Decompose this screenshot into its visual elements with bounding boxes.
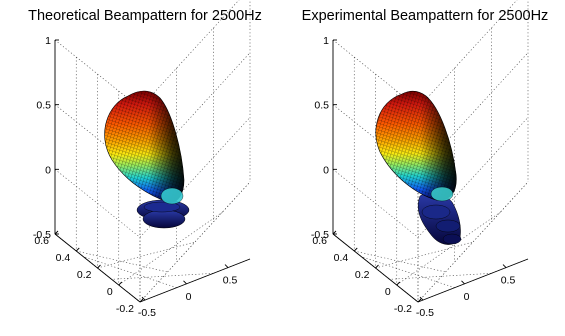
x-tick-label: 0 <box>464 291 470 303</box>
subplot-title: Theoretical Beampattern for 2500Hz <box>28 8 262 24</box>
y-tick-label: -0.2 <box>116 303 134 315</box>
y-tick-label: 0.6 <box>312 235 327 247</box>
side-lobe <box>421 204 451 220</box>
subplot-title: Experimental Beampattern for 2500Hz <box>302 8 549 24</box>
x-tick-label: -0.5 <box>416 307 434 319</box>
y-tick-label: 0.2 <box>355 269 370 281</box>
x-tick-label: 0.5 <box>223 275 238 287</box>
beam-surface <box>104 90 190 229</box>
beam-surface <box>375 90 462 245</box>
x-tick-label: 0 <box>186 291 192 303</box>
side-lobe <box>435 219 461 233</box>
z-tick-label: -0.5 <box>311 229 329 241</box>
z-tick-label: 1 <box>45 35 51 47</box>
side-lobe <box>442 233 462 245</box>
x-tick-label: 0.5 <box>501 275 516 287</box>
subplot-experimental: Experimental Beampattern for 2500Hz 1 0.5… <box>302 0 549 319</box>
side-lobe <box>142 209 186 229</box>
y-tick-label: 0.4 <box>334 252 349 264</box>
y-tick-label: 0.6 <box>34 235 49 247</box>
z-tick-label: 0.5 <box>36 100 51 112</box>
y-tick-label: 0.4 <box>56 252 71 264</box>
y-tick-label: 0.2 <box>77 269 92 281</box>
z-tick-label: 0 <box>323 164 329 176</box>
subplot-theoretical: Theoretical Beampattern for 2500Hz 1 0.5 0… <box>28 0 262 319</box>
x-tick-label: -0.5 <box>138 307 156 319</box>
z-tick-label: -0.5 <box>33 229 51 241</box>
z-tick-label: 1 <box>323 35 329 47</box>
y-tick-label: -0.2 <box>394 303 412 315</box>
y-tick-label: 0 <box>385 286 391 298</box>
z-tick-label: 0.5 <box>314 100 329 112</box>
y-tick-label: 0 <box>107 286 113 298</box>
z-tick-label: 0 <box>45 164 51 176</box>
side-lobe-ring <box>143 201 181 213</box>
